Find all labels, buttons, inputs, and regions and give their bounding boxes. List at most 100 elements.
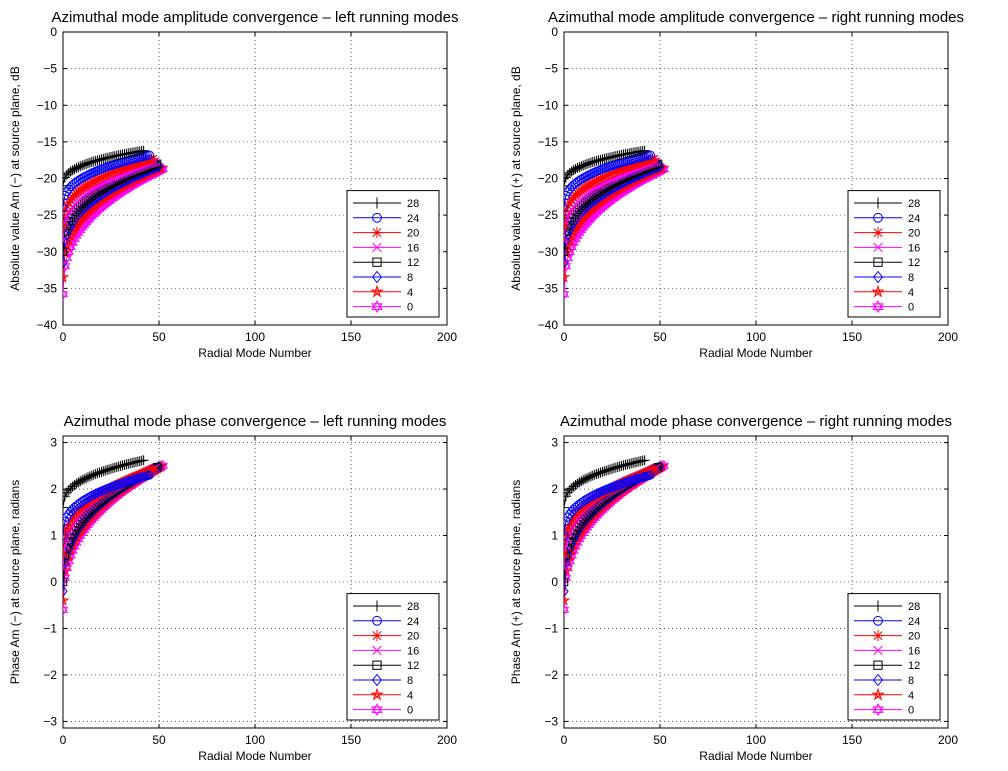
hexagram-marker xyxy=(564,603,570,613)
star-marker xyxy=(129,159,140,170)
circle-marker xyxy=(645,470,655,480)
star-marker xyxy=(142,155,153,166)
x-marker xyxy=(93,181,102,191)
pentagram-marker xyxy=(63,246,72,259)
circle-marker xyxy=(144,470,154,480)
plus-marker xyxy=(371,600,383,612)
legend-label: 8 xyxy=(407,272,413,284)
circle-marker xyxy=(873,212,883,223)
legend-label: 16 xyxy=(407,242,419,254)
star-marker xyxy=(107,167,118,178)
x-marker xyxy=(564,563,569,573)
plus-marker xyxy=(79,474,90,485)
plus-marker xyxy=(119,459,130,470)
star-marker xyxy=(589,176,600,187)
star-marker xyxy=(63,221,68,232)
star-marker xyxy=(583,179,594,190)
star-marker xyxy=(144,154,155,165)
diamond-marker xyxy=(63,585,68,598)
plus-marker xyxy=(591,155,602,166)
hexagram-marker xyxy=(564,291,570,301)
legend-entry-16: 16 xyxy=(854,645,920,657)
square-marker xyxy=(564,577,569,587)
legend-label: 28 xyxy=(407,198,419,210)
x-tick-label: 150 xyxy=(341,733,361,747)
data-layer xyxy=(564,455,670,616)
star-marker xyxy=(612,165,623,176)
legend-entry-0: 0 xyxy=(353,300,413,314)
plus-marker xyxy=(564,180,569,191)
plus-marker xyxy=(576,476,587,487)
plus-marker xyxy=(580,474,591,485)
star-marker xyxy=(601,170,612,181)
star-marker xyxy=(94,173,105,184)
plus-marker xyxy=(582,158,593,169)
star-marker xyxy=(872,227,884,239)
plus-marker xyxy=(585,157,596,168)
chart-title: Azimuthal mode phase convergence – right… xyxy=(560,413,952,430)
legend-label: 0 xyxy=(407,705,413,717)
hexagram-marker xyxy=(371,303,383,314)
y-tick-label: −40 xyxy=(37,318,58,332)
plus-marker xyxy=(106,463,116,474)
hexagram-marker xyxy=(564,288,570,298)
star-marker xyxy=(607,168,617,179)
star-marker xyxy=(134,157,145,168)
legend-entry-28: 28 xyxy=(353,197,419,210)
legend-label: 8 xyxy=(908,675,914,687)
star-marker xyxy=(566,515,577,526)
legend-label: 4 xyxy=(908,287,914,299)
plus-marker xyxy=(371,197,383,209)
plus-marker xyxy=(81,473,92,484)
y-tick-label: −35 xyxy=(538,281,559,295)
legend-label: 16 xyxy=(908,242,920,254)
plus-marker xyxy=(104,464,115,475)
legend-label: 20 xyxy=(908,228,920,240)
plus-marker xyxy=(639,455,650,466)
star-marker xyxy=(639,156,650,167)
x-tick-label: 100 xyxy=(245,330,265,344)
plus-marker xyxy=(566,166,577,177)
plus-marker xyxy=(111,462,122,473)
star-marker xyxy=(148,153,159,164)
star-marker xyxy=(564,197,575,208)
diamond-marker xyxy=(872,673,884,687)
circle-marker xyxy=(645,150,655,160)
plus-marker xyxy=(607,463,617,474)
legend-label: 0 xyxy=(407,302,413,314)
plus-marker xyxy=(77,475,88,486)
plus-marker xyxy=(92,468,103,479)
star-marker xyxy=(117,163,128,174)
y-tick-label: −3 xyxy=(43,714,57,728)
hexagram-marker xyxy=(564,260,572,270)
plus-marker xyxy=(113,461,124,472)
circle-marker xyxy=(372,615,382,626)
legend-entry-16: 16 xyxy=(854,242,920,254)
legend-entry-28: 28 xyxy=(854,600,920,613)
plus-marker xyxy=(620,459,631,470)
star-marker xyxy=(111,165,122,176)
y-tick-label: −15 xyxy=(37,135,58,149)
plus-marker xyxy=(67,165,78,176)
legend-entry-20: 20 xyxy=(854,227,920,240)
plus-marker xyxy=(639,145,650,156)
plus-marker xyxy=(109,462,120,473)
star-marker xyxy=(63,197,74,208)
square-marker xyxy=(64,538,74,547)
plus-marker xyxy=(86,470,97,481)
legend-label: 4 xyxy=(908,690,914,702)
square-marker xyxy=(564,247,569,256)
plus-marker xyxy=(583,472,594,483)
star-marker xyxy=(88,176,99,187)
chart-title: Azimuthal mode amplitude convergence – l… xyxy=(52,9,459,26)
pentagram-marker xyxy=(370,284,384,298)
legend-label: 24 xyxy=(908,213,920,225)
x-tick-label: 150 xyxy=(842,733,862,747)
plus-marker xyxy=(570,480,581,491)
legend-entry-16: 16 xyxy=(353,645,419,657)
star-marker xyxy=(92,174,103,185)
plus-marker xyxy=(616,460,627,471)
square-marker xyxy=(63,577,68,587)
